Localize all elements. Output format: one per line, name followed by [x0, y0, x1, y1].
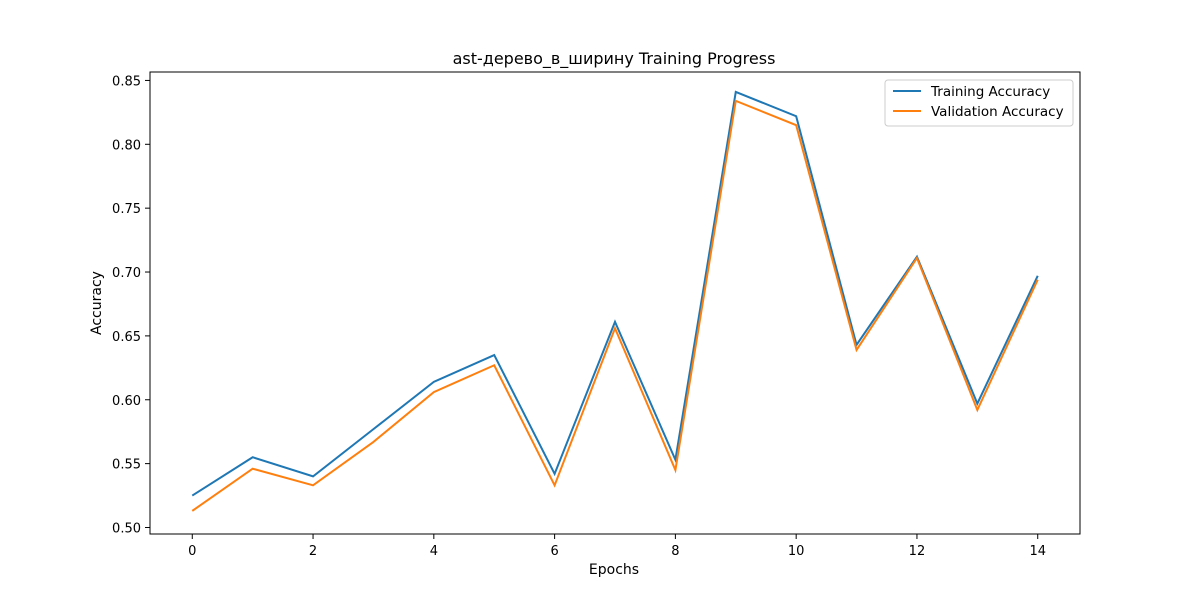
x-tick-label: 4: [430, 544, 438, 559]
y-tick-label: 0.65: [112, 330, 141, 345]
y-tick-label: 0.55: [112, 458, 141, 473]
x-tick-label: 8: [671, 544, 679, 559]
legend-label-validation: Validation Accuracy: [931, 104, 1064, 120]
y-axis-ticks: 0.50 0.55 0.60 0.65 0.70 0.75 0.80 0.85: [112, 74, 150, 536]
y-tick-label: 0.75: [112, 202, 141, 217]
y-tick-label: 0.70: [112, 266, 141, 281]
y-tick-label: 0.85: [112, 74, 141, 89]
x-tick-label: 0: [188, 544, 196, 559]
x-tick-label: 6: [550, 544, 558, 559]
legend-label-training: Training Accuracy: [930, 84, 1050, 100]
x-tick-label: 14: [1029, 544, 1046, 559]
x-tick-label: 12: [909, 544, 926, 559]
x-tick-label: 10: [788, 544, 805, 559]
y-tick-label: 0.80: [112, 138, 141, 153]
legend-box: [884, 79, 1074, 127]
series-line-training: [191, 90, 1039, 497]
chart-title: ast-дерево_в_ширину Training Progress: [453, 49, 776, 69]
series-line-validation: [191, 99, 1039, 512]
series-lines: [191, 90, 1039, 512]
legend: Training Accuracy Validation Accuracy: [884, 79, 1074, 127]
plot-area: [149, 71, 1081, 535]
x-tick-label: 2: [309, 544, 317, 559]
x-axis-ticks: 0 2 4 6 8 10 12 14: [188, 534, 1046, 559]
y-tick-label: 0.50: [112, 521, 141, 536]
plot-frame: [149, 71, 1081, 535]
y-tick-label: 0.60: [112, 394, 141, 409]
x-axis-label: Epochs: [589, 562, 639, 578]
y-axis-label: Accuracy: [89, 271, 105, 335]
